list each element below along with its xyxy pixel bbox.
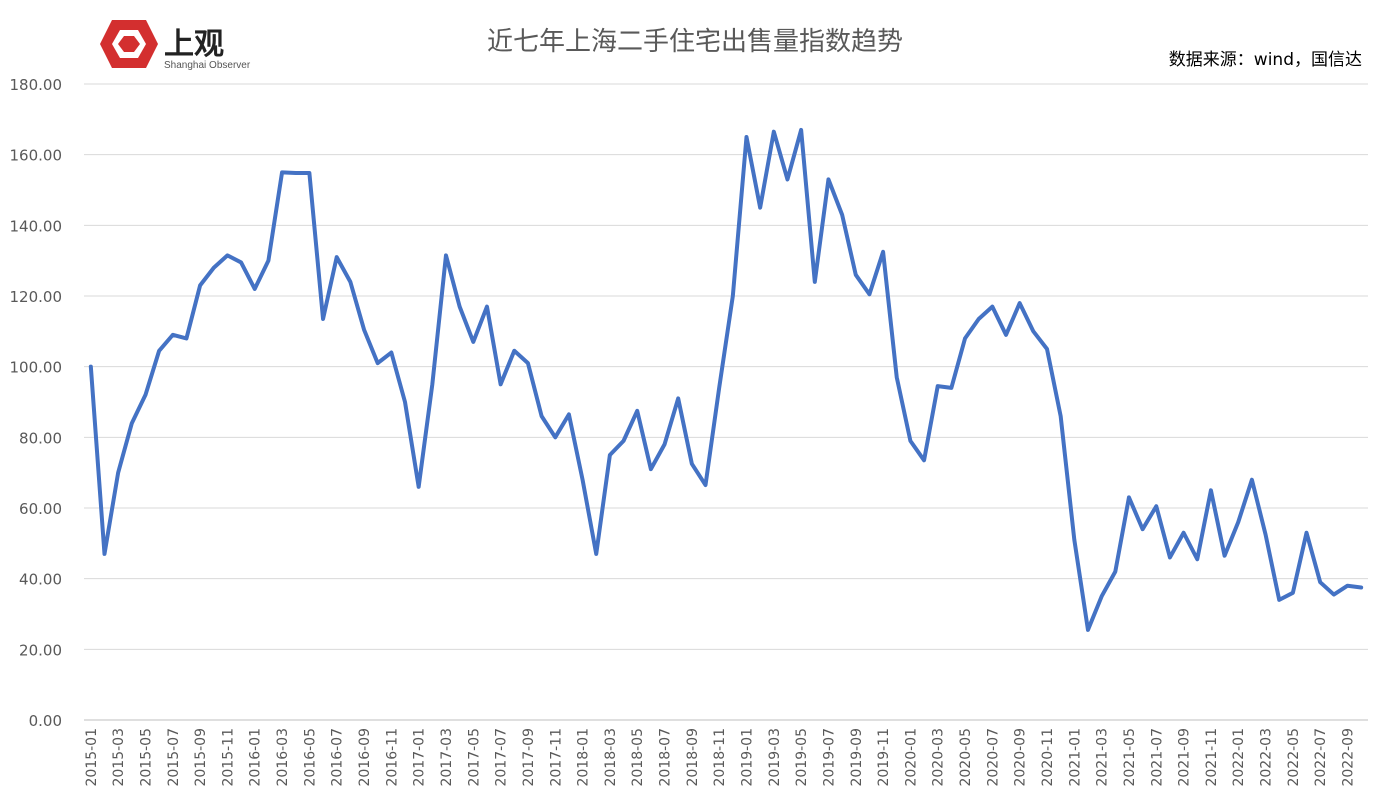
x-tick-label: 2020-07 bbox=[985, 728, 1001, 787]
x-tick-label: 2020-03 bbox=[931, 728, 947, 787]
y-axis-ticks: 0.00 20.00 40.00 60.00 80.00 100.00 120.00 140.… bbox=[10, 76, 63, 730]
logo: 上观 Shanghai Observer bbox=[100, 20, 251, 71]
logo-name: 上观 bbox=[164, 27, 224, 62]
x-tick-label: 2018-09 bbox=[685, 728, 701, 787]
x-tick-label: 2016-07 bbox=[330, 728, 346, 787]
x-tick-label: 2022-03 bbox=[1259, 728, 1275, 787]
x-tick-label: 2015-05 bbox=[138, 728, 154, 787]
x-tick-label: 2018-05 bbox=[630, 728, 646, 787]
x-tick-label: 2015-09 bbox=[193, 728, 209, 787]
x-tick-label: 2018-07 bbox=[658, 728, 674, 787]
x-tick-label: 2019-05 bbox=[794, 728, 810, 787]
y-tick-label: 60.00 bbox=[19, 500, 62, 518]
y-tick-label: 180.00 bbox=[10, 76, 63, 94]
x-tick-label: 2019-01 bbox=[739, 728, 755, 787]
x-tick-label: 2016-05 bbox=[302, 728, 318, 787]
logo-icon-core bbox=[118, 36, 140, 52]
x-tick-label: 2017-01 bbox=[412, 728, 428, 787]
x-tick-label: 2021-11 bbox=[1204, 728, 1220, 787]
x-tick-label: 2021-05 bbox=[1122, 728, 1138, 787]
y-tick-label: 140.00 bbox=[10, 217, 63, 235]
x-tick-label: 2020-05 bbox=[958, 728, 974, 787]
x-tick-label: 2015-11 bbox=[220, 728, 236, 787]
x-tick-label: 2015-01 bbox=[84, 728, 100, 787]
x-tick-label: 2021-01 bbox=[1067, 728, 1083, 787]
y-tick-label: 40.00 bbox=[19, 571, 62, 589]
x-axis-ticks: 2015-01 2015-03 2015-05 2015-07 2015-09 2015-… bbox=[84, 728, 1357, 787]
x-tick-label: 2015-03 bbox=[111, 728, 127, 787]
chart-source: 数据来源：wind，国信达 bbox=[1169, 50, 1362, 70]
x-tick-label: 2021-09 bbox=[1177, 728, 1193, 787]
x-tick-label: 2020-09 bbox=[1013, 728, 1029, 787]
x-tick-label: 2017-05 bbox=[466, 728, 482, 787]
x-tick-label: 2018-11 bbox=[712, 728, 728, 787]
x-tick-label: 2022-05 bbox=[1286, 728, 1302, 787]
logo-subtitle: Shanghai Observer bbox=[164, 60, 251, 71]
y-tick-label: 160.00 bbox=[10, 147, 63, 165]
x-tick-label: 2016-11 bbox=[384, 728, 400, 787]
x-tick-label: 2016-01 bbox=[248, 728, 264, 787]
x-tick-label: 2015-07 bbox=[166, 728, 182, 787]
x-tick-label: 2016-09 bbox=[357, 728, 373, 787]
x-tick-label: 2021-07 bbox=[1149, 728, 1165, 787]
x-tick-label: 2019-03 bbox=[767, 728, 783, 787]
x-tick-label: 2016-03 bbox=[275, 728, 291, 787]
x-tick-label: 2018-01 bbox=[576, 728, 592, 787]
chart-title: 近七年上海二手住宅出售量指数趋势 bbox=[487, 27, 903, 57]
y-tick-label: 80.00 bbox=[19, 429, 62, 447]
series-layer bbox=[88, 127, 1364, 632]
grid bbox=[84, 83, 1368, 721]
y-tick-label: 20.00 bbox=[19, 641, 62, 659]
x-tick-label: 2017-09 bbox=[521, 728, 537, 787]
x-tick-label: 2019-09 bbox=[849, 728, 865, 787]
x-tick-label: 2017-11 bbox=[548, 728, 564, 787]
y-tick-label: 0.00 bbox=[29, 712, 62, 730]
x-tick-label: 2022-09 bbox=[1341, 728, 1357, 787]
x-tick-label: 2019-11 bbox=[876, 728, 892, 787]
x-tick-label: 2021-03 bbox=[1095, 728, 1111, 787]
y-tick-label: 120.00 bbox=[10, 288, 63, 306]
x-tick-label: 2020-11 bbox=[1040, 728, 1056, 787]
x-tick-label: 2022-07 bbox=[1313, 728, 1329, 787]
y-tick-label: 100.00 bbox=[10, 359, 63, 377]
x-tick-label: 2022-01 bbox=[1231, 728, 1247, 787]
x-tick-label: 2018-03 bbox=[603, 728, 619, 787]
x-tick-label: 2019-07 bbox=[821, 728, 837, 787]
x-tick-label: 2020-01 bbox=[903, 728, 919, 787]
x-tick-label: 2017-07 bbox=[494, 728, 510, 787]
series-line bbox=[88, 127, 1364, 632]
x-tick-label: 2017-03 bbox=[439, 728, 455, 787]
